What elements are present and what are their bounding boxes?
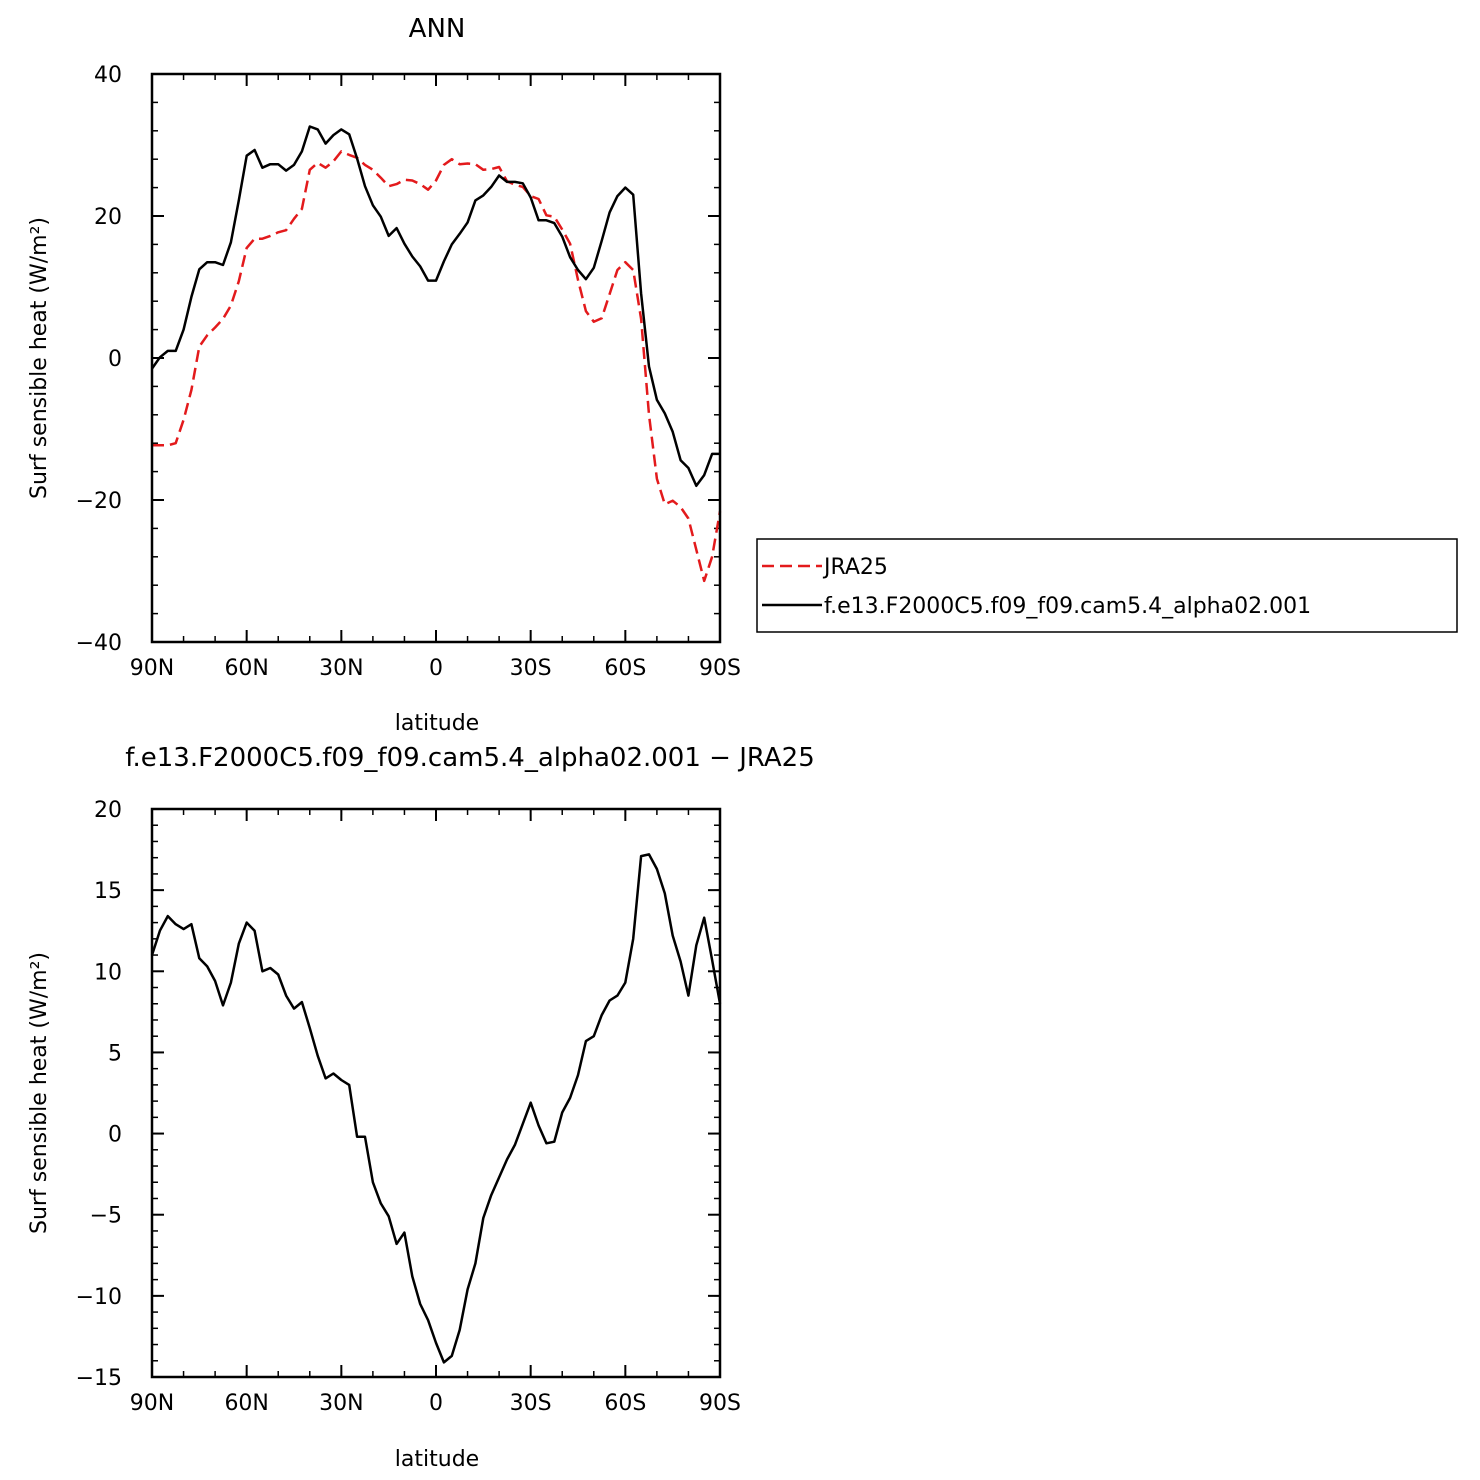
top-x-tick-label: 60N <box>224 656 268 681</box>
bottom-chart-title: f.e13.F2000C5.f09_f09.cam5.4_alpha02.001… <box>125 743 815 773</box>
bottom-y-tick-label: 15 <box>94 879 122 904</box>
bottom-y-tick-label: 10 <box>94 960 122 985</box>
top-x-tick-label: 60S <box>604 656 646 681</box>
bottom-x-tick-label: 60S <box>604 1391 646 1416</box>
bottom-x-tick-label: 30S <box>510 1391 552 1416</box>
legend-label-jra25: JRA25 <box>822 555 888 580</box>
bottom-x-tick-label: 0 <box>429 1391 443 1416</box>
bottom-series-lines <box>150 853 722 1364</box>
top-x-tick-label: 30N <box>319 656 363 681</box>
legend-box <box>756 538 1458 633</box>
top-y-tick-label: −40 <box>76 631 122 656</box>
top-series-lines <box>150 125 722 583</box>
top-x-axis-label: latitude <box>395 711 479 736</box>
top-y-axis-label: Surf sensible heat (W/m²) <box>27 217 52 499</box>
top-x-tick-label: 30S <box>510 656 552 681</box>
bottom-x-tick-label: 90N <box>130 1391 174 1416</box>
bottom-x-tick-label: 90S <box>699 1391 741 1416</box>
top-x-tick-label: 0 <box>429 656 443 681</box>
top-y-tick-label: −20 <box>76 489 122 514</box>
legend: JRA25 f.e13.F2000C5.f09_f09.cam5.4_alpha… <box>756 538 1458 633</box>
top-chart-title: ANN <box>409 14 466 44</box>
bottom-x-axis-label: latitude <box>395 1447 479 1472</box>
bottom-y-axis-label: Surf sensible heat (W/m²) <box>27 952 52 1234</box>
bottom-x-tick-label: 30N <box>319 1391 363 1416</box>
bottom-y-tick-label: 20 <box>94 798 122 823</box>
top-y-tick-label: 40 <box>94 63 122 88</box>
bottom-y-tick-label: 5 <box>108 1041 122 1066</box>
top-panel: ANN Surf sensible heat (W/m²) latitude 9… <box>27 14 741 736</box>
top-ticks: 90N 60N 30N 0 30S 60S 90S −40 −20 0 20 40 <box>76 63 741 681</box>
bottom-y-tick-label: 0 <box>108 1123 122 1148</box>
top-y-tick-label: 0 <box>108 347 122 372</box>
bottom-y-tick-label: −10 <box>76 1285 122 1310</box>
top-series-line-f-e13-f2000c5-f09-f09-cam5-4-alpha02-001 <box>150 125 720 488</box>
legend-label-model: f.e13.F2000C5.f09_f09.cam5.4_alpha02.001 <box>824 594 1311 619</box>
bottom-panel: f.e13.F2000C5.f09_f09.cam5.4_alpha02.001… <box>27 743 815 1472</box>
top-plot-frame <box>150 72 722 644</box>
bottom-ticks: 90N 60N 30N 0 30S 60S 90S −15 −10 −5 0 5 10 15 20 <box>76 798 741 1416</box>
top-x-tick-label: 90N <box>130 656 174 681</box>
bottom-series-line-difference <box>150 853 722 1364</box>
top-series-line-jra25 <box>152 150 722 583</box>
bottom-y-tick-label: −15 <box>76 1366 122 1391</box>
bottom-plot-frame <box>150 807 722 1379</box>
bottom-y-tick-label: −5 <box>90 1204 122 1229</box>
top-y-tick-label: 20 <box>94 205 122 230</box>
top-x-tick-label: 90S <box>699 656 741 681</box>
bottom-x-tick-label: 60N <box>224 1391 268 1416</box>
